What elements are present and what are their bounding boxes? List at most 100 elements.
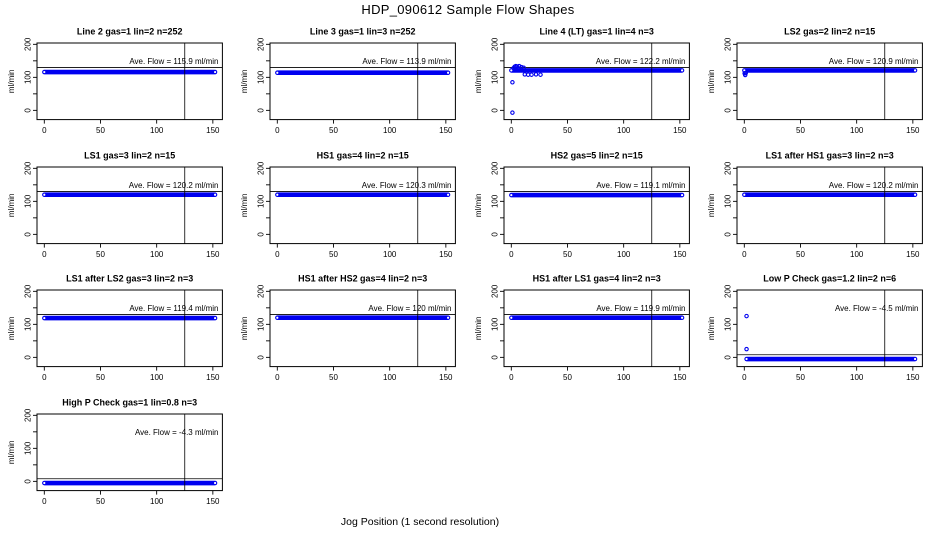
- x-tick-label: 150: [673, 373, 687, 382]
- x-tick-label: 50: [329, 373, 338, 382]
- y-axis-title: ml/min: [240, 193, 249, 217]
- y-tick-label: 100: [23, 70, 32, 84]
- y-tick-label: 0: [257, 231, 266, 236]
- y-tick-label: 200: [23, 284, 32, 298]
- x-tick-label: 150: [440, 126, 454, 135]
- x-tick-label: 0: [275, 373, 280, 382]
- x-tick-label: 0: [42, 249, 47, 258]
- panel-svg-line-3: Line 3 gas=1 lin=3 n=252 0 100 200 ml/min 0 50…: [240, 27, 457, 135]
- plot-box: [736, 166, 923, 244]
- x-tick-label: 0: [42, 373, 47, 382]
- panel-svg-hs1: HS1 gas=4 lin=2 n=15 0 100 200 ml/min 0 50 100 1…: [240, 150, 457, 258]
- ave-flow-annotation: Ave. Flow = 122.2 ml/min: [595, 57, 685, 66]
- x-tick-label: 100: [150, 126, 164, 135]
- y-tick-label: 100: [723, 194, 732, 208]
- y-tick-label: 100: [490, 194, 499, 208]
- y-tick-label: 0: [23, 355, 32, 360]
- x-tick-label: 100: [617, 249, 631, 258]
- panel-svg-hs1-after-hs2: HS1 after HS2 gas=4 lin=2 n=3 0 100 200 ml/m…: [240, 274, 457, 382]
- panel-hs1-after-ls1: HS1 after LS1 gas=4 lin=2 n=3 0 100 200 ml/m…: [467, 270, 701, 394]
- y-tick-label: 0: [723, 355, 732, 360]
- y-tick-label: 0: [490, 108, 499, 113]
- band-endpoint: [42, 480, 47, 485]
- data-point: [742, 72, 748, 78]
- data-point: [743, 70, 748, 76]
- panel-svg-ls2: LS2 gas=2 lin=2 n=15 0 100 200 ml/min 0 50 100 1…: [707, 27, 923, 135]
- panel-svg-ls1-after-hs1: LS1 after HS1 gas=3 lin=2 n=3 0 100 200 ml/m…: [707, 150, 923, 258]
- band-endpoint: [913, 192, 917, 197]
- y-tick-label: 0: [23, 108, 32, 113]
- x-tick-label: 50: [796, 126, 805, 135]
- x-tick-label: 150: [673, 126, 687, 135]
- x-tick-label: 100: [150, 249, 164, 258]
- x-tick-label: 100: [383, 373, 397, 382]
- x-tick-label: 150: [906, 373, 920, 382]
- y-tick-label: 200: [257, 161, 266, 175]
- band-endpoint: [275, 315, 280, 320]
- x-tick-label: 100: [383, 126, 397, 135]
- panel-title: HS2 gas=5 lin=2 n=15: [550, 150, 642, 160]
- y-axis-title: ml/min: [7, 70, 16, 94]
- x-tick-label: 150: [673, 249, 687, 258]
- x-tick-label: 0: [742, 373, 747, 382]
- panel-title: Line 3 gas=1 lin=3 n=252: [310, 27, 416, 37]
- x-tick-label: 0: [509, 373, 514, 382]
- x-tick-label: 50: [563, 249, 572, 258]
- band-endpoint: [446, 315, 451, 320]
- y-tick-label: 200: [257, 37, 266, 51]
- panel-line-4-lt: Line 4 (LT) gas=1 lin=4 n=3 0 100 200 ml/min…: [467, 23, 701, 147]
- flow-band: [275, 191, 451, 197]
- band-endpoint: [275, 70, 280, 75]
- x-tick-label: 50: [796, 249, 805, 258]
- flow-band: [42, 69, 218, 75]
- panel-title: Low P Check gas=1.2 lin=2 n=6: [763, 274, 896, 284]
- panel-title: LS1 after LS2 gas=3 lin=2 n=3: [66, 274, 193, 284]
- y-tick-label: 100: [257, 70, 266, 84]
- panel-svg-low-p-check: Low P Check gas=1.2 lin=2 n=6 0 100 200 ml/m…: [707, 274, 923, 382]
- panel-high-p-check: High P Check gas=1 lin=0.8 n=3 0 100 200 ml/…: [0, 394, 234, 518]
- x-tick-label: 100: [383, 249, 397, 258]
- x-tick-label: 150: [440, 373, 454, 382]
- y-axis-title: ml/min: [707, 70, 716, 94]
- panel-title: Line 4 (LT) gas=1 lin=4 n=3: [539, 27, 653, 37]
- y-axis-title: ml/min: [7, 317, 16, 341]
- panel-svg-ls1: LS1 gas=3 lin=2 n=15 0 100 200 ml/min 0 50 100 1…: [7, 150, 223, 258]
- flow-band: [742, 191, 918, 197]
- plot-box: [36, 42, 223, 121]
- y-tick-label: 200: [723, 161, 732, 175]
- flow-band: [42, 191, 218, 197]
- y-tick-label: 0: [723, 231, 732, 236]
- panel-title: HS1 after HS2 gas=4 lin=2 n=3: [298, 274, 427, 284]
- data-point: [744, 313, 749, 319]
- x-tick-label: 150: [206, 496, 220, 505]
- y-axis-title: ml/min: [474, 317, 483, 341]
- panel-svg-hs2: HS2 gas=5 lin=2 n=15 0 100 200 ml/min 0 50 100 1…: [474, 150, 690, 258]
- x-tick-label: 0: [275, 126, 280, 135]
- plot-box: [736, 289, 923, 368]
- y-tick-label: 200: [723, 284, 732, 298]
- y-tick-label: 0: [23, 478, 32, 483]
- panel-title: HS1 after LS1 gas=4 lin=2 n=3: [532, 274, 660, 284]
- y-tick-label: 200: [23, 161, 32, 175]
- y-axis-title: ml/min: [474, 193, 483, 217]
- x-tick-label: 150: [440, 249, 454, 258]
- x-tick-label: 100: [617, 126, 631, 135]
- ave-flow-annotation: Ave. Flow = 120.9 ml/min: [829, 57, 919, 66]
- y-tick-label: 0: [723, 108, 732, 113]
- panel-hs2: HS2 gas=5 lin=2 n=15 0 100 200 ml/min 0 50 100 1…: [467, 147, 701, 271]
- plot-box: [36, 166, 223, 244]
- x-tick-label: 50: [796, 373, 805, 382]
- panel-svg-high-p-check: High P Check gas=1 lin=0.8 n=3 0 100 200 ml/…: [7, 397, 223, 505]
- x-tick-label: 100: [150, 496, 164, 505]
- panel-low-p-check: Low P Check gas=1.2 lin=2 n=6 0 100 200 ml/m…: [700, 270, 934, 394]
- data-point: [528, 72, 534, 77]
- x-tick-label: 0: [42, 126, 47, 135]
- x-tick-label: 50: [563, 373, 572, 382]
- band-endpoint: [913, 68, 917, 73]
- ave-flow-annotation: Ave. Flow = 119.9 ml/min: [596, 304, 685, 313]
- x-tick-label: 100: [850, 249, 864, 258]
- x-tick-label: 50: [563, 126, 572, 135]
- x-tick-label: 150: [906, 249, 920, 258]
- x-tick-label: 150: [906, 126, 920, 135]
- band-endpoint: [679, 68, 684, 73]
